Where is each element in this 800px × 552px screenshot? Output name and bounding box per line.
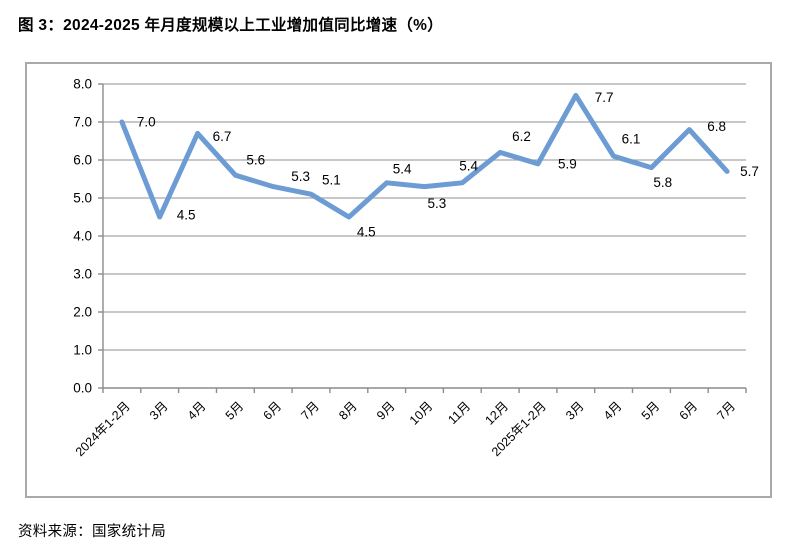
figure-title: 图 3：2024-2025 年月度规模以上工业增加值同比增速（%） — [18, 17, 444, 34]
data-label: 5.6 — [246, 153, 265, 168]
x-category-label: 7月 — [714, 399, 738, 423]
x-ticks — [102, 388, 747, 393]
y-tick-label: 4.0 — [73, 229, 92, 244]
data-label: 6.7 — [213, 129, 232, 144]
data-label: 5.1 — [322, 173, 341, 188]
y-ticks — [98, 83, 103, 389]
data-label: 5.7 — [740, 164, 759, 179]
x-category-label: 6月 — [260, 399, 284, 423]
x-category-label: 3月 — [147, 399, 171, 423]
y-tick-label: 8.0 — [73, 77, 92, 92]
x-category-label: 7月 — [298, 399, 322, 423]
data-label: 5.9 — [558, 156, 577, 171]
y-tick-label: 5.0 — [73, 191, 92, 206]
x-category-label: 12月 — [482, 399, 511, 428]
data-label: 7.0 — [137, 115, 156, 130]
y-tick-label: 7.0 — [73, 115, 92, 130]
y-tick-label: 3.0 — [73, 267, 92, 282]
x-category-label: 11月 — [445, 399, 473, 427]
data-label: 7.7 — [595, 90, 614, 105]
x-category-label: 2024年1-2月 — [73, 399, 133, 459]
x-category-label: 9月 — [374, 399, 398, 423]
line-chart: 0.0 1.0 2.0 3.0 4.0 5.0 6.0 7.0 8.0 2024年1-2月 3月 4月… — [73, 77, 759, 460]
data-label: 6.8 — [707, 119, 726, 134]
series-line — [119, 92, 730, 220]
data-labels: 7.0 4.5 6.7 5.6 5.3 5.1 4.5 5.4 5.3 5.4 6.2 5.9 7.7 6… — [137, 90, 759, 240]
x-category-label: 3月 — [563, 399, 587, 423]
data-label: 6.1 — [622, 132, 641, 147]
y-tick-label: 6.0 — [73, 153, 92, 168]
x-category-label: 8月 — [336, 399, 360, 423]
source-note: 资料来源：国家统计局 — [18, 524, 166, 540]
data-label: 4.5 — [177, 208, 196, 223]
data-label: 5.3 — [428, 196, 447, 211]
x-category-labels: 2024年1-2月 3月 4月 5月 6月 7月 8月 9月 10月 11月 12月2025年1-2… — [73, 399, 738, 459]
x-category-label: 10月 — [407, 399, 436, 428]
x-category-label: 5月 — [223, 399, 247, 423]
data-label: 4.5 — [357, 225, 376, 240]
data-label: 5.3 — [291, 169, 310, 184]
x-category-label: 6月 — [677, 399, 701, 423]
chart-container: 0.0 1.0 2.0 3.0 4.0 5.0 6.0 7.0 8.0 2024年1-2月 3月 4月… — [25, 62, 772, 498]
x-category-label: 5月 — [639, 399, 663, 423]
y-tick-labels: 0.0 1.0 2.0 3.0 4.0 5.0 6.0 7.0 8.0 — [73, 77, 92, 396]
data-label: 5.4 — [459, 158, 478, 173]
y-tick-label: 0.0 — [73, 381, 92, 396]
x-category-label: 4月 — [601, 399, 625, 423]
data-label: 5.8 — [653, 175, 672, 190]
x-category-label: 4月 — [185, 399, 209, 423]
y-tick-label: 1.0 — [73, 343, 92, 358]
data-label: 5.4 — [393, 161, 412, 176]
data-label: 6.2 — [512, 129, 531, 144]
y-tick-label: 2.0 — [73, 305, 92, 320]
gridlines — [103, 83, 746, 351]
